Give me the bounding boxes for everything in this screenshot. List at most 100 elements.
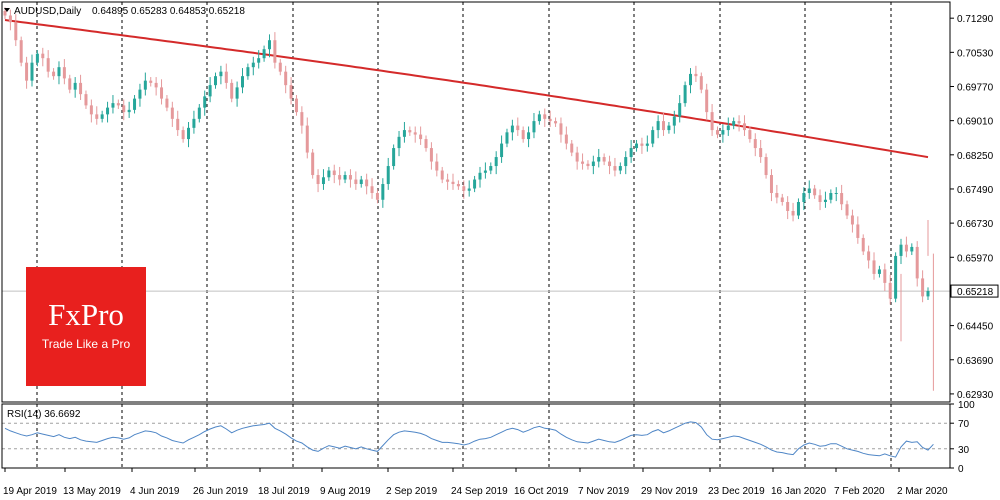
candle-body [705, 89, 709, 113]
candle-body [543, 114, 547, 119]
rsi-title: RSI(14) 36.6692 [7, 409, 81, 420]
candle-body [300, 112, 304, 126]
candle-body [214, 76, 218, 86]
chart-menu-arrow-icon[interactable] [4, 8, 10, 12]
candle-body [95, 114, 99, 119]
candle-body [478, 172, 482, 180]
logo-tagline: Trade Like a Pro [41, 337, 131, 351]
candle-body [856, 224, 860, 238]
candle-body [570, 143, 574, 153]
rsi-tick-label: 70 [958, 419, 970, 430]
candle-body [527, 132, 531, 140]
candle-body [3, 10, 7, 16]
y-tick-label: 0.64450 [957, 322, 994, 333]
candle-body [46, 58, 50, 72]
candle-body [602, 157, 606, 162]
rsi-tick-label: 100 [958, 400, 975, 411]
candle-body [689, 73, 693, 86]
candle-body [861, 237, 865, 252]
candle-body [651, 130, 655, 144]
candle-body [116, 103, 120, 106]
candle-body [467, 188, 471, 191]
candle-body [516, 125, 520, 131]
candle-body [494, 157, 498, 167]
candle-body [845, 204, 849, 216]
candle-body [624, 157, 628, 167]
candle-body [311, 152, 315, 176]
candle-body [370, 186, 374, 194]
ohlc-values: 0.64895 0.65283 0.64853 0.65218 [92, 6, 245, 17]
candle-body [284, 71, 288, 86]
candle-body [359, 179, 363, 185]
candle-body [813, 188, 817, 196]
candle-body [273, 40, 277, 63]
candle-body [613, 166, 617, 171]
candle-body [802, 193, 806, 202]
candle-body [489, 166, 493, 171]
y-tick-label: 0.66730 [957, 219, 994, 230]
candle-body [138, 89, 142, 99]
candle-body [160, 87, 164, 99]
x-tick-label: 2 Mar 2020 [897, 486, 948, 497]
candle-body [219, 71, 223, 77]
candle-body [73, 82, 77, 90]
candle-body [343, 175, 347, 180]
candle-body [133, 98, 137, 110]
candle-body [537, 114, 541, 122]
candle-body [483, 170, 487, 173]
y-tick-label: 0.67490 [957, 185, 994, 196]
candle-body [446, 179, 450, 182]
candle-body [737, 121, 741, 124]
time-axis: 19 Apr 2019 13 May 2019 4 Jun 2019 26 Jun 2… [3, 468, 948, 497]
candle-body [122, 105, 126, 113]
x-tick-label: 7 Feb 2020 [834, 486, 885, 497]
candle-body [8, 15, 12, 23]
candle-body [818, 195, 822, 202]
candle-body [786, 202, 790, 211]
y-tick-label: 0.70530 [957, 48, 994, 59]
candle-body [753, 139, 757, 149]
rsi-layer [2, 421, 950, 458]
candle-body [840, 193, 844, 205]
candle-body [850, 215, 854, 225]
candle-body [883, 269, 887, 283]
candle-body [748, 130, 752, 140]
candle-body [35, 53, 39, 63]
candle-body [775, 193, 779, 198]
candle-body [796, 202, 800, 216]
candle-body [915, 246, 919, 279]
candle-body [62, 67, 66, 79]
candle-body [397, 136, 401, 149]
candle-body [715, 130, 719, 135]
candle-body [904, 244, 908, 252]
rsi-axis: 100 70 30 0 [950, 400, 975, 475]
candle-body [187, 127, 191, 140]
candle-body [230, 82, 234, 99]
candle-body [764, 157, 768, 176]
candle-body [899, 244, 903, 256]
candle-body [68, 78, 72, 90]
x-tick-label: 19 Apr 2019 [3, 486, 57, 497]
candle-body [759, 148, 763, 158]
candle-body [834, 193, 838, 195]
candle-body [867, 251, 871, 261]
candle-body [305, 125, 309, 153]
panel-frames [1, 1, 951, 469]
candle-body [262, 49, 266, 59]
candle-body [807, 188, 811, 194]
candle-body [246, 67, 250, 77]
symbol-timeframe: AUDUSD,Daily [14, 6, 81, 17]
moving-average-line [4, 19, 929, 159]
candle-body [888, 282, 892, 299]
candle-body [419, 134, 423, 140]
candle-body [823, 199, 827, 202]
candle-body [257, 58, 261, 63]
candle-body [564, 134, 568, 144]
candle-body [41, 53, 45, 59]
candle-body [910, 246, 914, 252]
candle-body [316, 175, 320, 185]
x-tick-label: 26 Jun 2019 [193, 486, 248, 497]
candle-body [521, 130, 525, 140]
candle-body [165, 98, 169, 108]
